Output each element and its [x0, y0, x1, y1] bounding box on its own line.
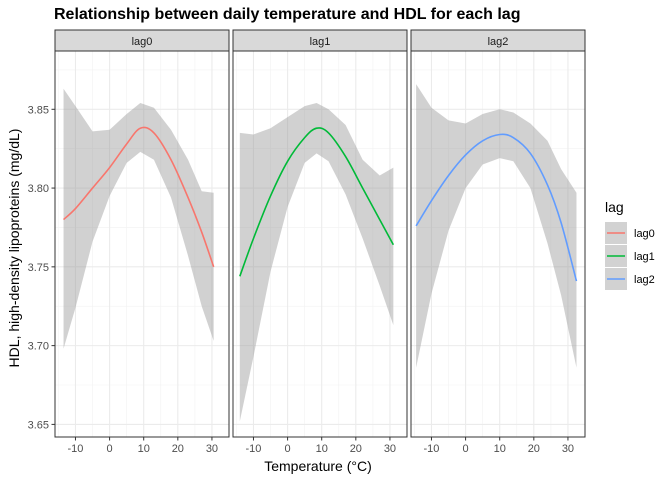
x-tick-label: 20	[528, 443, 540, 455]
y-tick-label: 3.80	[28, 183, 49, 195]
panel-background	[411, 51, 585, 437]
x-tick-label: 30	[206, 443, 218, 455]
legend-item-lag2: lag2	[605, 268, 655, 290]
y-tick-label: 3.65	[28, 419, 49, 431]
legend-label: lag0	[634, 228, 655, 240]
series-line-lag1	[239, 127, 395, 277]
x-tick-label: -10	[68, 443, 84, 455]
y-tick-label: 3.85	[28, 104, 49, 116]
x-tick-label: 10	[138, 443, 150, 455]
chart-title: Relationship between daily temperature a…	[54, 6, 520, 23]
x-tick-label: 20	[172, 443, 184, 455]
panel-border	[410, 50, 586, 438]
facet-strip-label: lag1	[310, 36, 331, 48]
series-line-lag0	[62, 126, 215, 268]
y-axis-title: HDL, high-density lipoproteins (mg/dL)	[6, 129, 22, 368]
x-tick-label: 30	[384, 443, 396, 455]
legend-keys: lag0 lag1 lag2	[605, 222, 655, 290]
confidence-band-lag0	[63, 88, 214, 349]
legend: lag lag0 lag1 lag2	[605, 199, 655, 290]
y-tick-label: 3.70	[28, 341, 49, 353]
facet-panel-lag0: lag0 -10 0 10 20 30	[54, 29, 230, 455]
legend-label: lag1	[634, 251, 655, 263]
x-tick-label: 10	[316, 443, 328, 455]
facet-panel-lag2: lag2 -10 0 10 20 30	[410, 29, 586, 455]
panel-background	[55, 51, 229, 437]
panel-background	[233, 51, 407, 437]
confidence-band-lag1	[239, 102, 394, 422]
x-axis-title: Temperature (°C)	[264, 458, 372, 474]
series-line-lag2	[415, 133, 578, 282]
y-axis: 3.65 3.70 3.75 3.80 3.85	[28, 104, 55, 431]
x-tick-label: -10	[246, 443, 262, 455]
confidence-band-lag2	[416, 84, 577, 368]
legend-label: lag2	[634, 274, 655, 286]
legend-item-lag0: lag0	[605, 222, 655, 244]
legend-title: lag	[605, 199, 624, 215]
facet-panel-lag1: lag1 -10 0 10 20 30	[232, 29, 408, 455]
x-tick-label: 10	[494, 443, 506, 455]
facet-panels: lag0 -10 0 10 20 30 lag1 -10 0 10 20 30 lag2 -10 0 10 20…	[54, 29, 586, 455]
panel-border	[54, 50, 230, 438]
y-tick-label: 3.75	[28, 262, 49, 274]
x-tick-label: -10	[424, 443, 440, 455]
facet-strip-label: lag0	[132, 36, 153, 48]
legend-item-lag1: lag1	[605, 245, 655, 267]
x-tick-label: 0	[463, 443, 469, 455]
x-tick-label: 30	[562, 443, 574, 455]
facet-strip-label: lag2	[488, 36, 509, 48]
x-tick-label: 0	[285, 443, 291, 455]
x-tick-label: 20	[350, 443, 362, 455]
panel-border	[232, 50, 408, 438]
x-tick-label: 0	[107, 443, 113, 455]
